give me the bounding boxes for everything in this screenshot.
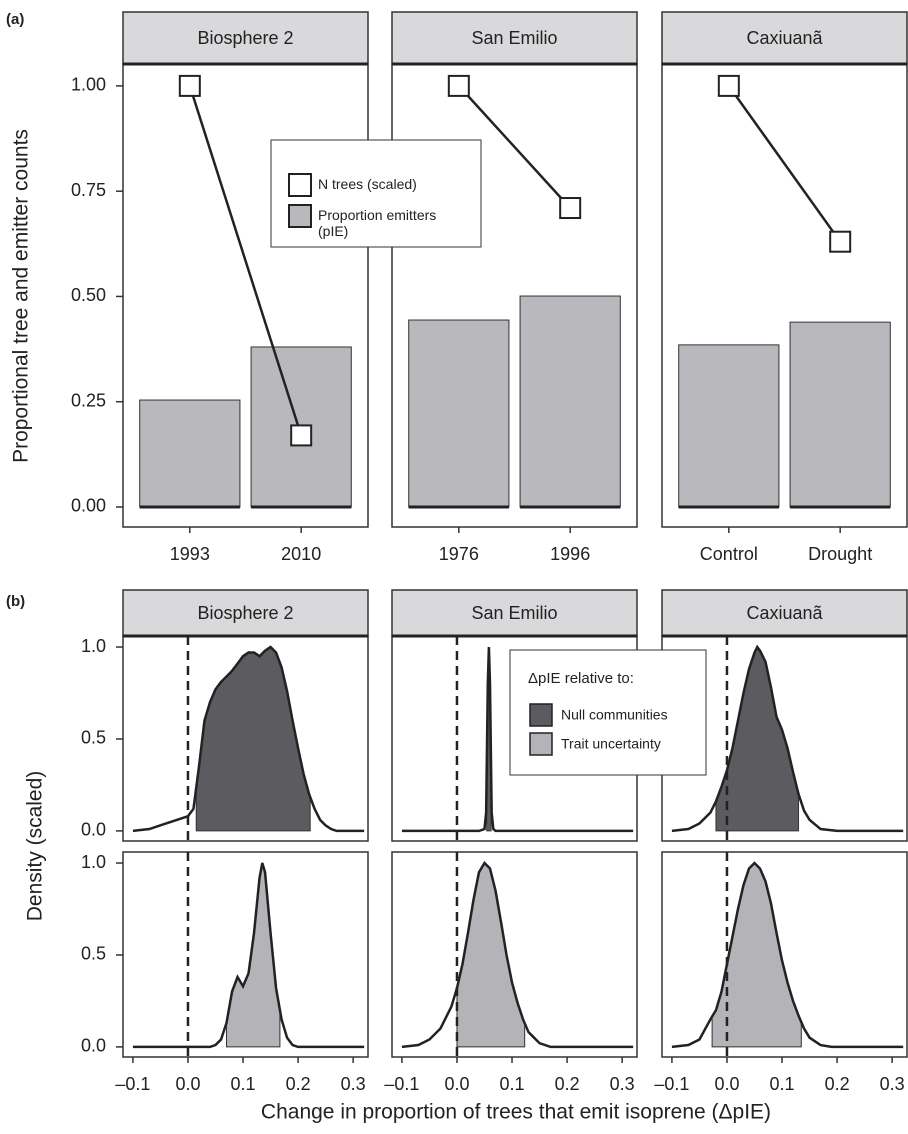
- y-tick-label: 1.00: [71, 75, 106, 95]
- x-tick-label: 0.3: [880, 1074, 905, 1094]
- y-tick-label: 0.25: [71, 390, 106, 410]
- bar: [139, 399, 241, 508]
- line: [727, 85, 842, 243]
- legend: ΔpIE relative to: Null communities Trait u…: [509, 649, 707, 776]
- y-tick-label: 0.0: [81, 1036, 106, 1056]
- y-tick-label: 0.50: [71, 285, 106, 305]
- strip: [661, 589, 908, 637]
- y-tick-label: 0.5: [81, 728, 106, 748]
- point: [559, 197, 582, 220]
- x-tick-label: 0.0: [714, 1074, 739, 1094]
- x-tick-label: 0.1: [500, 1074, 525, 1094]
- legend-key: [529, 732, 553, 756]
- x-tick-label: 0.3: [341, 1074, 366, 1094]
- legend-key: [288, 204, 312, 228]
- x-tick-label: –0.1: [654, 1074, 689, 1094]
- x-tick-label: Drought: [808, 544, 872, 564]
- point: [717, 74, 740, 97]
- x-tick-label: –0.1: [115, 1074, 150, 1094]
- point: [447, 74, 470, 97]
- point: [829, 230, 852, 253]
- legend-text: N trees (scaled): [318, 176, 417, 192]
- x-tick-label: Control: [700, 544, 758, 564]
- point: [178, 74, 201, 97]
- x-axis-title: Change in proportion of trees that emit …: [261, 1101, 771, 1124]
- y-tick-label: 0.00: [71, 496, 106, 516]
- bar: [408, 319, 510, 508]
- bar: [789, 321, 891, 508]
- bar: [519, 295, 621, 508]
- x-tick-label: 0.1: [231, 1074, 256, 1094]
- legend: N trees (scaled) Proportion emitters (pIE…: [270, 139, 482, 248]
- y-tick-label: 1.0: [81, 636, 106, 656]
- bar: [678, 344, 780, 508]
- y-axis-title: Proportional tree and emitter counts: [10, 129, 33, 463]
- density-line: [401, 646, 634, 833]
- x-tick-label: 0.2: [286, 1074, 311, 1094]
- line: [457, 85, 572, 209]
- strip-label: San Emilio: [471, 28, 557, 48]
- x-tick-label: 0.3: [610, 1074, 635, 1094]
- y-tick-label: 0.0: [81, 820, 106, 840]
- x-tick-label: 0.0: [175, 1074, 200, 1094]
- legend-key: [529, 703, 553, 727]
- x-tick-label: 2010: [281, 544, 321, 564]
- legend-label: Null communities: [561, 707, 668, 723]
- x-tick-label: 1996: [550, 544, 590, 564]
- legend-label: N trees (scaled): [318, 176, 417, 192]
- x-tick-label: 0.2: [555, 1074, 580, 1094]
- density-line: [401, 861, 634, 1049]
- y-tick-label: 0.75: [71, 180, 106, 200]
- strip-label: San Emilio: [471, 603, 557, 623]
- density-line: [132, 645, 365, 833]
- x-tick-label: 0.1: [770, 1074, 795, 1094]
- density-line: [671, 861, 904, 1049]
- strip: [122, 11, 369, 65]
- point: [290, 424, 313, 447]
- legend-label: Proportion emitters (pIE): [318, 207, 437, 239]
- x-tick-label: 1976: [439, 544, 479, 564]
- strip: [391, 11, 638, 65]
- strip-label: Biosphere 2: [197, 603, 293, 623]
- density-line: [671, 644, 904, 833]
- strip-label: Biosphere 2: [197, 28, 293, 48]
- legend-text: Proportion emitters (pIE): [318, 207, 437, 239]
- strip: [122, 589, 369, 637]
- x-tick-label: 0.0: [444, 1074, 469, 1094]
- legend-title: ΔpIE relative to:: [528, 670, 634, 687]
- y-axis-title: Density (scaled): [24, 771, 47, 922]
- y-tick-label: 1.0: [81, 852, 106, 872]
- density-line: [132, 862, 365, 1049]
- strip-label: Caxiuanã: [746, 28, 823, 48]
- y-tick-label: 0.5: [81, 944, 106, 964]
- legend-key: [288, 173, 312, 197]
- line: [188, 85, 303, 436]
- x-tick-label: 0.2: [825, 1074, 850, 1094]
- legend-label: Trait uncertainty: [561, 736, 661, 752]
- panel-label: (a): [6, 11, 24, 28]
- strip-label: Caxiuanã: [746, 603, 823, 623]
- x-tick-label: 1993: [170, 544, 210, 564]
- strip: [391, 589, 638, 637]
- strip: [661, 11, 908, 65]
- x-tick-label: –0.1: [384, 1074, 419, 1094]
- panel-label: (b): [6, 593, 25, 610]
